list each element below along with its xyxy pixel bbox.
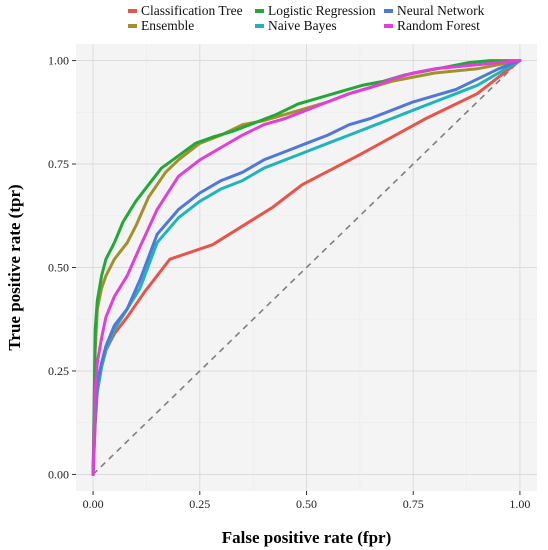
y-tick-label: 0.50 bbox=[48, 261, 69, 275]
legend-item-random-forest: Random Forest bbox=[384, 18, 480, 33]
series-lines bbox=[91, 59, 522, 476]
legend-key-classification-tree bbox=[128, 9, 137, 13]
legend-item-neural-network: Neural Network bbox=[384, 3, 485, 18]
series-line-naive-bayes bbox=[91, 59, 522, 476]
legend-item-naive-bayes: Naive Bayes bbox=[255, 18, 337, 33]
legend-label-logistic-regression: Logistic Regression bbox=[268, 3, 376, 18]
reference-line bbox=[92, 59, 521, 476]
legend-key-neural-network bbox=[384, 9, 393, 13]
legend-key-naive-bayes bbox=[255, 24, 264, 28]
legend-label-naive-bayes: Naive Bayes bbox=[268, 18, 337, 33]
series-line-random-forest bbox=[91, 59, 522, 476]
reference-diagonal bbox=[92, 59, 521, 476]
x-tick-label: 0.00 bbox=[83, 497, 104, 511]
legend-key-logistic-regression bbox=[255, 9, 264, 13]
x-tick-label: 1.00 bbox=[509, 497, 530, 511]
legend-key-random-forest bbox=[384, 24, 393, 28]
series-line-ensemble bbox=[91, 59, 522, 476]
x-tick-label: 0.25 bbox=[189, 497, 210, 511]
y-tick-label: 1.00 bbox=[48, 54, 69, 68]
legend-item-classification-tree: Classification Tree bbox=[128, 3, 243, 18]
y-tick-label: 0.25 bbox=[48, 364, 69, 378]
y-axis-title: True positive rate (tpr) bbox=[5, 184, 24, 350]
y-tick-label: 0.75 bbox=[48, 157, 69, 171]
tick-labels: 0.00 0.25 0.50 0.75 1.00 0.00 0.25 0.50 0.75 1.00 bbox=[48, 54, 530, 511]
legend-label-random-forest: Random Forest bbox=[397, 18, 480, 33]
x-tick-label: 0.75 bbox=[403, 497, 424, 511]
legend-item-ensemble: Ensemble bbox=[128, 18, 194, 33]
legend-key-ensemble bbox=[128, 24, 137, 28]
y-tick-label: 0.00 bbox=[48, 467, 69, 481]
x-tick-label: 0.50 bbox=[296, 497, 317, 511]
series-line-neural-network bbox=[91, 59, 522, 476]
x-axis-title: False positive rate (fpr) bbox=[222, 528, 391, 547]
legend-label-ensemble: Ensemble bbox=[141, 18, 194, 33]
legend-item-logistic-regression: Logistic Regression bbox=[255, 3, 376, 18]
legend-label-classification-tree: Classification Tree bbox=[141, 3, 243, 18]
legend-label-neural-network: Neural Network bbox=[397, 3, 485, 18]
